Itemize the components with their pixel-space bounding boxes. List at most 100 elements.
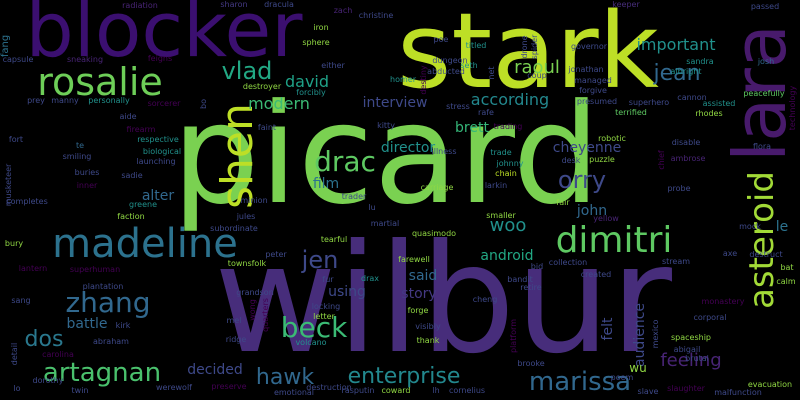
word: spider (530, 34, 539, 60)
word: johnny (496, 159, 524, 168)
word: either (321, 61, 345, 70)
word: beck (280, 311, 348, 344)
word: lantern (18, 264, 48, 273)
word: bandit (507, 275, 533, 284)
word: important (636, 35, 716, 54)
word: superhuman (69, 265, 121, 274)
word: modern (248, 94, 310, 113)
word: wong (248, 299, 257, 321)
word: stark (397, 0, 659, 112)
word: desk (561, 156, 581, 165)
word: superhero (628, 98, 670, 107)
word: sphere (302, 38, 330, 47)
word: passed (750, 2, 780, 11)
word: respective (137, 135, 179, 144)
word: radiation (122, 1, 158, 10)
word: feigns (147, 54, 173, 63)
word: mexico (651, 319, 660, 349)
word: feeling (660, 350, 722, 371)
word: homer (390, 75, 416, 84)
word: inner (76, 181, 98, 190)
word: carolina (42, 350, 74, 359)
word: faint (257, 123, 277, 132)
word: rafe (478, 108, 494, 117)
word: werewolf (156, 383, 192, 392)
word: slave (637, 387, 659, 396)
word: stress (446, 102, 470, 111)
word: rosalie (37, 60, 163, 104)
word: aide (119, 112, 137, 121)
word: cannon (677, 93, 707, 102)
word: drone (520, 35, 529, 59)
word: calm (776, 277, 796, 286)
word: brutal (685, 354, 709, 363)
word: coward (381, 386, 411, 395)
word: ridge (225, 335, 247, 344)
word: technology (788, 85, 797, 131)
word: plantation (82, 282, 124, 291)
word: jen (301, 246, 339, 274)
word: abigail (673, 345, 701, 354)
word: seth (460, 61, 478, 70)
word: fort (8, 135, 24, 144)
word: abraham (93, 337, 129, 346)
word: monastery (701, 297, 745, 306)
word: quarters (261, 298, 270, 332)
word: letter (313, 312, 335, 321)
word: brett (455, 120, 489, 136)
word: terrified (615, 108, 647, 117)
word: said (408, 268, 438, 284)
word: firearm (126, 125, 156, 134)
word: minion (240, 196, 268, 205)
word: chief (657, 150, 666, 170)
word: dos (24, 327, 64, 352)
word: shen (212, 103, 263, 209)
word: retire (520, 283, 542, 292)
word: alter (141, 188, 175, 204)
word: quasimodo (411, 229, 457, 238)
word: sharon (220, 0, 248, 9)
word: director (380, 140, 436, 156)
word: ambrose (670, 154, 706, 163)
word: rhodes (695, 109, 723, 118)
word: preserve (211, 382, 247, 391)
word: trader (341, 192, 367, 201)
word: decided (187, 362, 243, 378)
word: according (470, 90, 550, 109)
word: asteroid (742, 171, 782, 309)
word: wilbur (214, 213, 672, 387)
word: axe (722, 249, 738, 258)
word: evacuation (747, 380, 793, 389)
word: personally (88, 96, 130, 105)
word: marissa (528, 367, 632, 397)
word: peter (265, 250, 287, 259)
word: cheyenne (552, 140, 622, 156)
word: forcibly (296, 88, 326, 97)
word: detail (10, 342, 19, 366)
word: drax (360, 274, 380, 283)
word: locking (311, 302, 341, 311)
word: bury (4, 239, 24, 248)
word: buries (74, 168, 100, 177)
word: titled (465, 41, 487, 50)
word: smiling (62, 152, 92, 161)
word: fair (556, 198, 570, 207)
word: destruction (306, 383, 352, 392)
word: platform (509, 319, 518, 353)
word: managed (574, 76, 612, 85)
word: zach (333, 6, 353, 15)
word: subordinate (210, 224, 258, 233)
word: john (576, 203, 608, 219)
word: lu (368, 203, 376, 212)
word: android (480, 248, 534, 264)
word: le (775, 219, 789, 235)
word: assisted (702, 99, 736, 108)
word: destruct (749, 250, 783, 259)
word: larkin (484, 181, 508, 190)
word: drac (314, 145, 376, 178)
word: illness (431, 147, 457, 156)
word: te (75, 141, 85, 150)
word: raoul (514, 57, 560, 78)
word: completes (6, 197, 48, 206)
